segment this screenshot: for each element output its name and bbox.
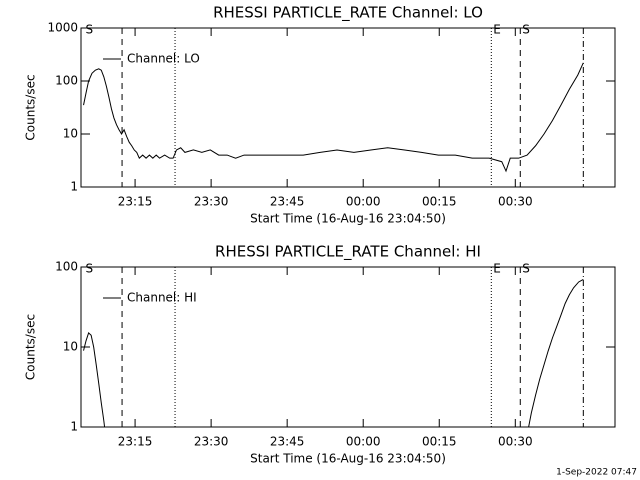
- x-tick-label: 23:45: [270, 435, 305, 449]
- chart-title: RHESSI PARTICLE_RATE Channel: HI: [215, 243, 481, 262]
- x-tick-label: 23:15: [118, 195, 153, 209]
- footer: 1-Sep-2022 07:47: [556, 468, 637, 478]
- x-tick-label: 00:30: [498, 435, 533, 449]
- annotation: E: [493, 23, 501, 37]
- x-tick-label: 00:30: [498, 195, 533, 209]
- y-tick-label: 1: [70, 180, 78, 194]
- x-tick-label: 23:15: [118, 435, 153, 449]
- annotation: S: [86, 262, 94, 276]
- y-tick-label: 1: [70, 420, 78, 434]
- x-tick-label: 00:00: [346, 195, 381, 209]
- y-axis-label: Counts/sec: [24, 314, 38, 380]
- annotation: S: [522, 262, 530, 276]
- chart-title: RHESSI PARTICLE_RATE Channel: LO: [213, 4, 483, 23]
- y-tick-label: 10: [63, 127, 78, 141]
- y-tick-label: 1000: [47, 21, 78, 35]
- annotation: E: [493, 262, 501, 276]
- legend-label: Channel: LO: [127, 52, 200, 66]
- x-tick-label: 00:00: [346, 435, 381, 449]
- axes-frame: [80, 27, 616, 188]
- y-tick-label: 100: [55, 260, 78, 274]
- x-tick-label: 23:30: [194, 195, 229, 209]
- x-axis-label: Start Time (16-Aug-16 23:04:50): [250, 212, 446, 226]
- series-line: [83, 62, 584, 173]
- x-tick-label: 00:15: [422, 195, 457, 209]
- y-tick-label: 100: [55, 74, 78, 88]
- plot-area: [83, 62, 584, 173]
- annotation: S: [86, 23, 94, 37]
- x-tick-label: 23:30: [194, 435, 229, 449]
- x-tick-label: 00:15: [422, 435, 457, 449]
- plot-area: [83, 278, 584, 427]
- x-axis-label: Start Time (16-Aug-16 23:04:50): [250, 452, 446, 466]
- x-tick-label: 23:45: [270, 195, 305, 209]
- annotation: S: [522, 23, 530, 37]
- y-axis-label: Counts/sec: [24, 74, 38, 140]
- y-tick-label: 10: [63, 340, 78, 354]
- series-line: [83, 278, 584, 427]
- legend-label: Channel: HI: [127, 291, 197, 305]
